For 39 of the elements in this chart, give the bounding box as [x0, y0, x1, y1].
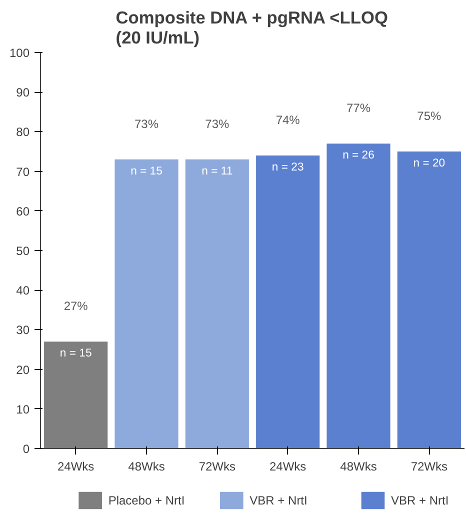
x-tick-label: 48Wks [340, 460, 377, 474]
y-tick-label: 40 [16, 284, 30, 298]
y-tick-label: 0 [22, 442, 30, 456]
annotation: n = 15 [60, 347, 92, 360]
bar [397, 152, 461, 448]
data-label: 75% [417, 108, 442, 123]
x-tick-label: 72Wks [198, 460, 236, 474]
annotation: n = 23 [272, 161, 304, 174]
annotation: n = 20 [413, 157, 446, 170]
y-tick-label: 60 [16, 204, 30, 218]
legend-label: Placebo + NrtI [108, 494, 185, 508]
legend-label: VBR + NrtI [391, 494, 449, 508]
y-tick-label: 80 [16, 125, 30, 140]
annotation: n = 11 [202, 165, 233, 178]
x-tick-label: 24Wks [57, 460, 94, 474]
x-tick-label: 72Wks [410, 460, 448, 474]
annotation: n = 15 [130, 165, 162, 178]
bar [326, 144, 390, 448]
annotation: n = 26 [342, 149, 374, 162]
data-label: 27% [64, 298, 88, 313]
chart-title: Composite DNA + pgRNA <LLOQ (20 IU/mL) [116, 8, 388, 48]
data-label: 74% [276, 112, 300, 127]
bar [44, 342, 108, 448]
data-label: 77% [346, 100, 371, 115]
y-tick-label: 100 [9, 46, 30, 60]
bar [185, 159, 249, 448]
y-tick-label: 10 [16, 402, 30, 416]
bar [256, 155, 320, 448]
y-tick-label: 20 [16, 362, 30, 377]
bar [114, 159, 178, 448]
y-tick-label: 30 [16, 323, 30, 338]
y-tick-label: 90 [16, 86, 30, 100]
y-tick-label: 70 [16, 164, 30, 179]
legend-label: VBR + NrtI [250, 494, 308, 508]
data-label: 73% [205, 116, 230, 131]
y-tick-label: 50 [16, 244, 30, 258]
x-tick-label: 48Wks [128, 460, 165, 474]
x-tick-label: 24Wks [269, 460, 306, 474]
data-label: 73% [134, 116, 159, 131]
